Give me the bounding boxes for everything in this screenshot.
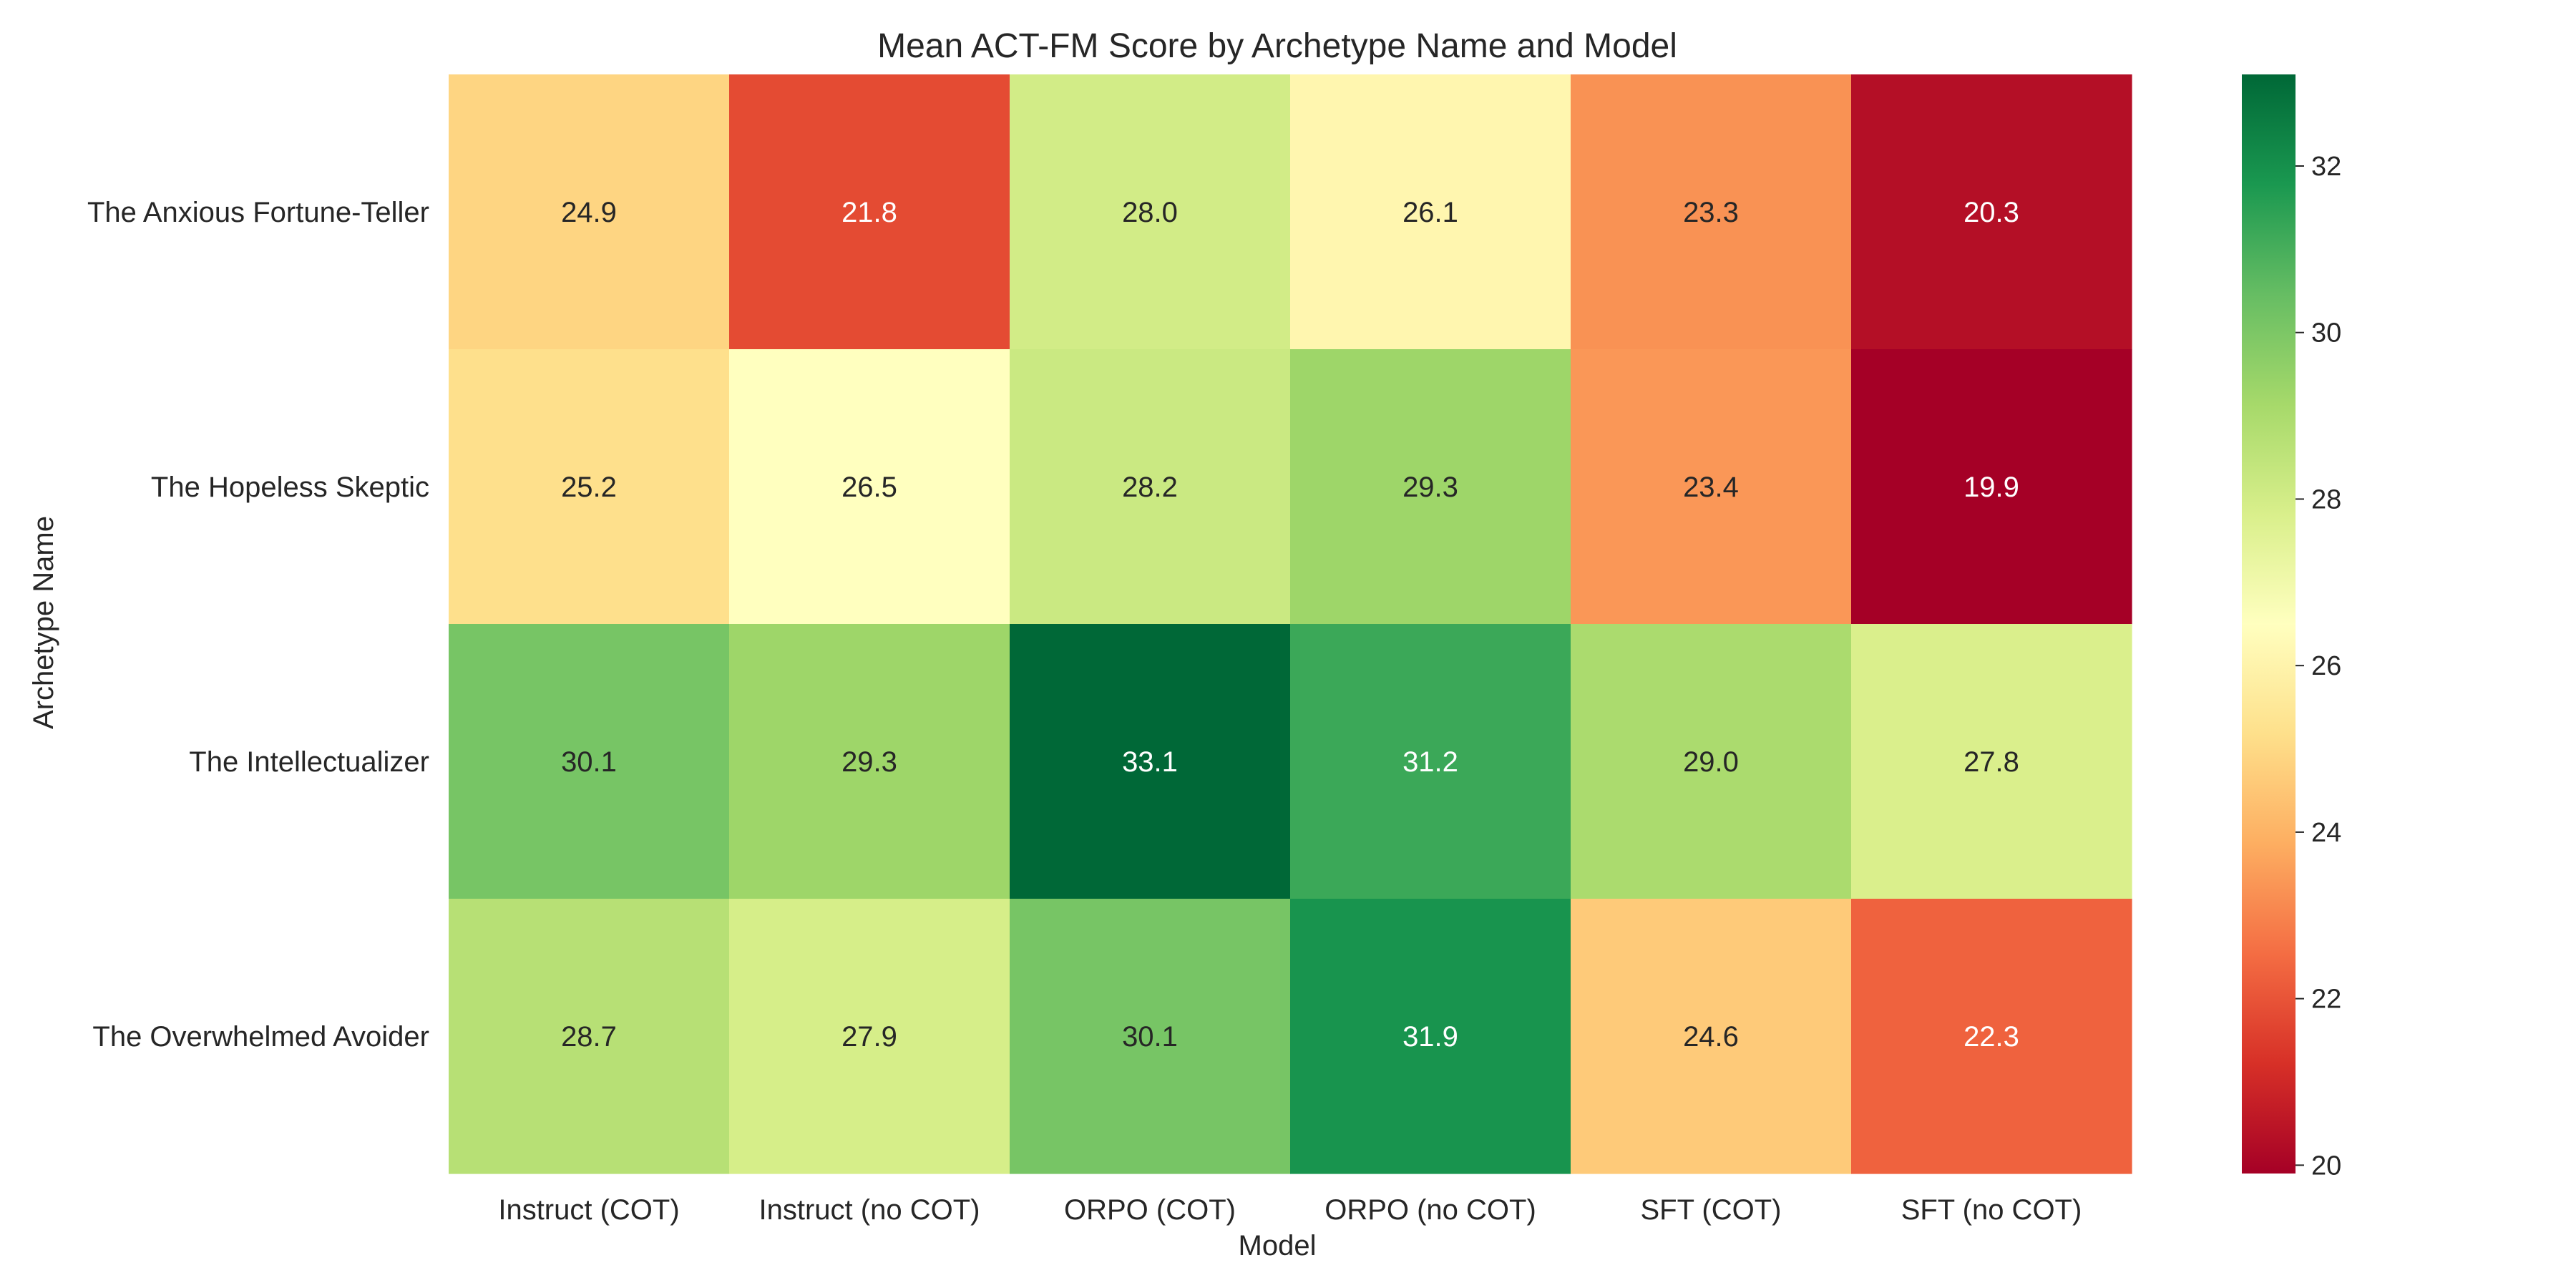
x-tick-label: ORPO (no COT) [1324, 1194, 1536, 1226]
cell-value-label: 28.2 [1122, 472, 1178, 503]
y-axis-tick-labels: The Anxious Fortune-Teller The Hopeless S… [87, 197, 429, 1053]
cell-value-label: 31.9 [1402, 1021, 1458, 1053]
cell-value-label: 20.3 [1963, 197, 2019, 228]
colorbar-tick-label: 26 [2311, 651, 2341, 681]
colorbar-tick-label: 22 [2311, 985, 2341, 1015]
cell-value-label: 26.1 [1402, 197, 1458, 228]
x-tick-label: Instruct (no COT) [759, 1194, 980, 1226]
cell-value-label: 25.2 [561, 472, 617, 503]
cell-value-label: 23.3 [1683, 197, 1739, 228]
cell-value-label: 24.9 [561, 197, 617, 228]
y-tick-label: The Overwhelmed Avoider [92, 1021, 429, 1053]
colorbar-tick-label: 24 [2311, 818, 2341, 848]
x-tick-label: SFT (no COT) [1901, 1194, 2082, 1226]
cell-value-label: 29.3 [841, 746, 897, 778]
x-axis-label: Model [1239, 1230, 1317, 1262]
cell-value-label: 22.3 [1963, 1021, 2019, 1053]
y-axis-label: Archetype Name [28, 516, 59, 729]
y-tick-label: The Anxious Fortune-Teller [87, 197, 429, 228]
cell-value-label: 24.6 [1683, 1021, 1739, 1053]
cell-value-label: 30.1 [1122, 1021, 1178, 1053]
colorbar: 20 22 24 26 28 30 32 [2242, 74, 2341, 1181]
cell-value-label: 29.0 [1683, 746, 1739, 778]
cell-value-label: 28.7 [561, 1021, 617, 1053]
colorbar-tick-label: 32 [2311, 152, 2341, 182]
cell-value-label: 27.9 [841, 1021, 897, 1053]
colorbar-tick-label: 30 [2311, 318, 2341, 348]
cell-value-label: 29.3 [1402, 472, 1458, 503]
cell-value-label: 23.4 [1683, 472, 1739, 503]
colorbar-tick-label: 28 [2311, 484, 2341, 514]
cell-value-label: 26.5 [841, 472, 897, 503]
cell-value-label: 19.9 [1963, 472, 2019, 503]
x-tick-label: ORPO (COT) [1064, 1194, 1236, 1226]
colorbar-gradient [2242, 74, 2296, 1174]
cell-value-label: 21.8 [841, 197, 897, 228]
cell-value-label: 33.1 [1122, 746, 1178, 778]
x-axis-tick-labels: Instruct (COT) Instruct (no COT) ORPO (COT… [498, 1194, 2082, 1226]
x-tick-label: Instruct (COT) [498, 1194, 679, 1226]
cell-value-label: 28.0 [1122, 197, 1178, 228]
cell-value-label: 27.8 [1963, 746, 2019, 778]
colorbar-tick-label: 20 [2311, 1151, 2341, 1181]
cell-value-label: 31.2 [1402, 746, 1458, 778]
y-tick-label: The Intellectualizer [189, 746, 429, 778]
y-tick-label: The Hopeless Skeptic [151, 472, 429, 503]
x-tick-label: SFT (COT) [1640, 1194, 1781, 1226]
cell-value-label: 30.1 [561, 746, 617, 778]
chart-title: Mean ACT-FM Score by Archetype Name and … [877, 27, 1677, 65]
heatmap-cells: 24.9 21.8 28.0 26.1 23.3 20.3 25.2 26.5 28.2 29.3… [449, 74, 2132, 1174]
